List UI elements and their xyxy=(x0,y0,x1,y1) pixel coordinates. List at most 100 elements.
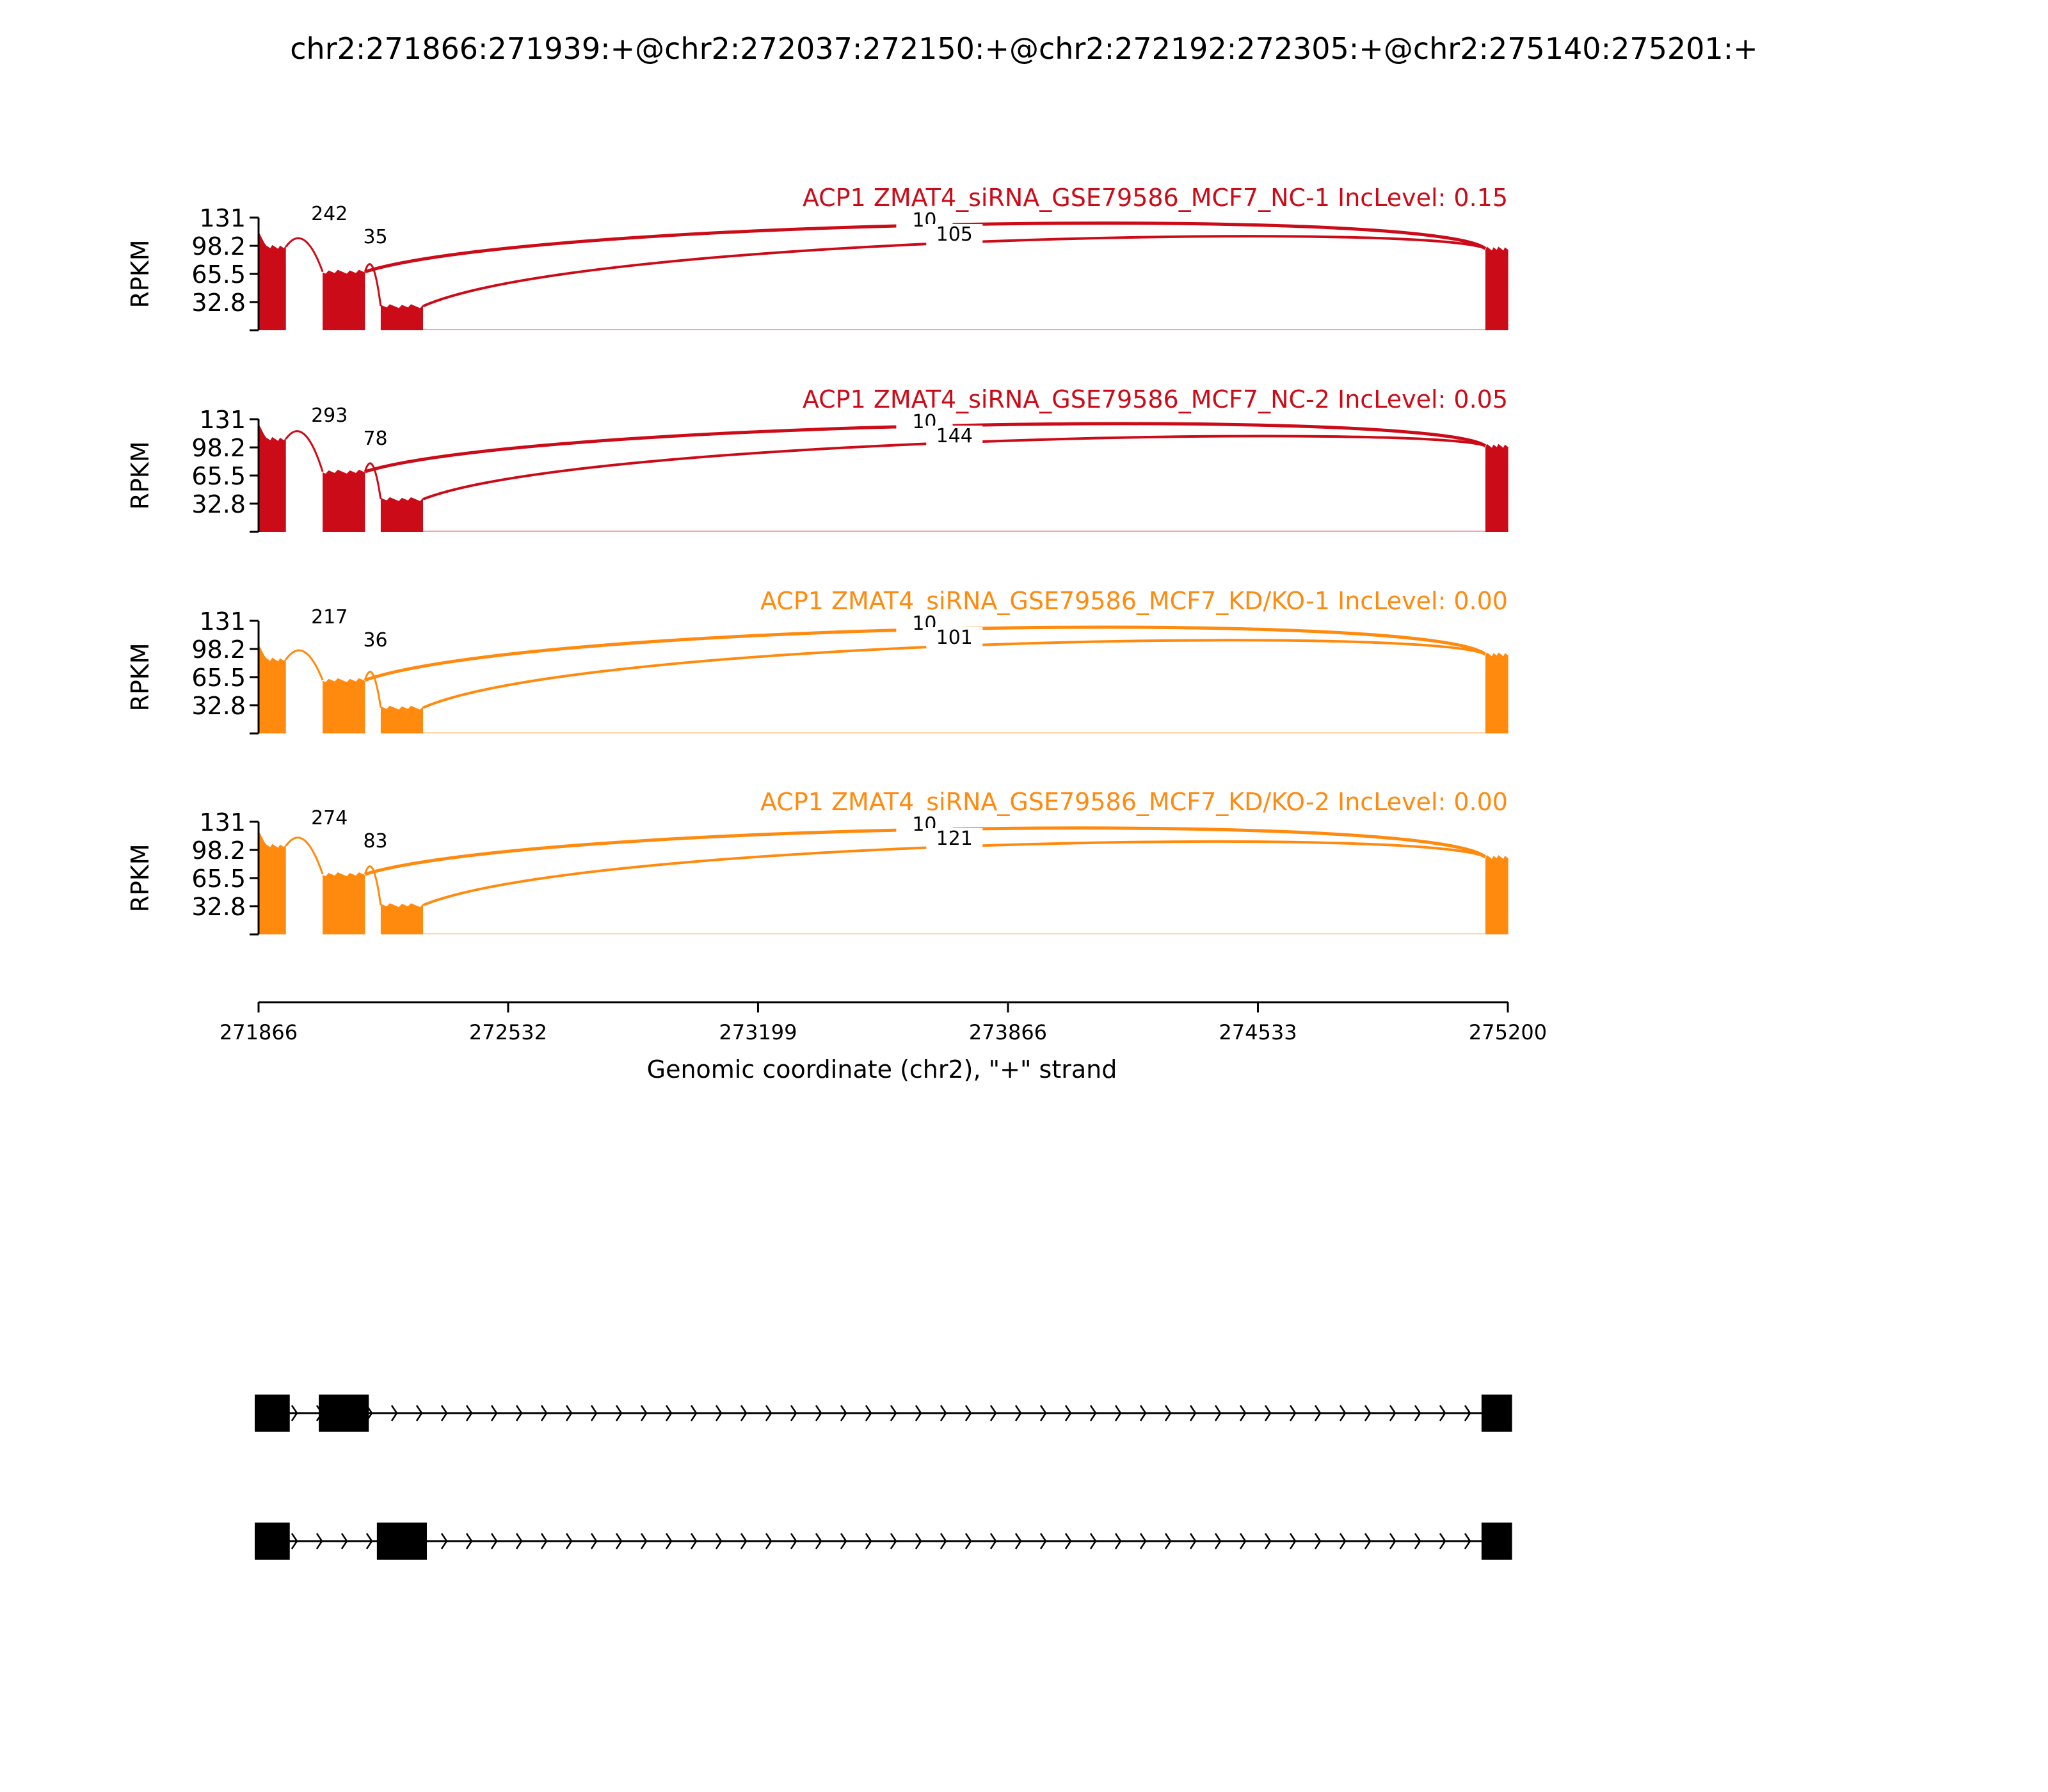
y-tick-label: 98.2 xyxy=(191,636,246,664)
y-tick-label: 131 xyxy=(199,607,246,636)
y-tick-label: 98.2 xyxy=(191,434,246,462)
strand-arrow xyxy=(665,1533,673,1549)
strand-arrow xyxy=(565,1533,573,1549)
y-tick-label: 65.5 xyxy=(191,462,246,490)
junction-label-box xyxy=(310,608,349,627)
junction-count: 83 xyxy=(363,830,387,852)
strand-arrow xyxy=(1214,1405,1222,1421)
strand-arrow xyxy=(415,1405,423,1421)
strand-arrow xyxy=(1164,1405,1172,1421)
y-tick-label: 131 xyxy=(199,808,246,836)
strand-arrow xyxy=(440,1405,448,1421)
coverage-bar xyxy=(259,231,286,330)
strand-arrow xyxy=(316,1533,323,1549)
strand-arrow xyxy=(1139,1405,1147,1421)
exon-block xyxy=(255,1523,290,1560)
strand-arrow xyxy=(765,1405,772,1421)
coverage-bar xyxy=(380,497,424,532)
x-axis-label: Genomic coordinate (chr2), "+" strand xyxy=(647,1055,1117,1084)
strand-arrow xyxy=(964,1533,972,1549)
junction-label-box xyxy=(356,429,395,449)
strand-arrow xyxy=(291,1533,298,1549)
junction-arc xyxy=(364,625,1487,682)
strand-arrow xyxy=(1089,1405,1097,1421)
exon-block xyxy=(255,1395,290,1432)
strand-arrow xyxy=(940,1405,947,1421)
strand-arrow xyxy=(1464,1533,1471,1549)
strand-arrow xyxy=(1239,1533,1247,1549)
coverage-bar xyxy=(380,304,424,330)
strand-arrow xyxy=(690,1405,698,1421)
strand-arrow xyxy=(490,1405,498,1421)
y-tick-label: 131 xyxy=(199,204,246,232)
junction-count: 36 xyxy=(363,629,387,652)
junction-count: 121 xyxy=(936,828,973,850)
coverage-bar xyxy=(380,705,424,733)
strand-arrow xyxy=(590,1405,598,1421)
junction-label-box xyxy=(926,828,983,850)
strand-arrow xyxy=(1114,1533,1122,1549)
y-tick-label: 32.8 xyxy=(191,490,246,518)
strand-arrow xyxy=(690,1533,698,1549)
strand-arrow xyxy=(1339,1533,1347,1549)
strand-arrow xyxy=(840,1533,847,1549)
strand-arrow xyxy=(640,1533,648,1549)
junction-label-box xyxy=(926,224,983,246)
y-tick-label: 65.5 xyxy=(191,664,246,692)
strand-arrow xyxy=(1014,1405,1022,1421)
strand-arrow xyxy=(1389,1533,1396,1549)
junction-count: 274 xyxy=(311,807,348,829)
junction-arc xyxy=(285,430,324,472)
strand-arrow xyxy=(1189,1533,1197,1549)
junction-count: 144 xyxy=(936,425,973,447)
strand-arrow xyxy=(865,1533,872,1549)
x-tick-label: 275200 xyxy=(1469,1020,1547,1044)
x-axis: 271866 272532 273199 273866 274533 275200 xyxy=(220,1001,1547,1044)
coverage-bar xyxy=(1485,855,1508,934)
strand-arrow xyxy=(1064,1533,1072,1549)
strand-arrow xyxy=(1364,1405,1372,1421)
strand-arrow xyxy=(1114,1405,1122,1421)
strand-arrow xyxy=(665,1405,673,1421)
strand-arrow xyxy=(1364,1533,1372,1549)
strand-arrow xyxy=(1389,1405,1396,1421)
y-tick-label: 131 xyxy=(199,406,246,434)
strand-arrow xyxy=(590,1533,598,1549)
junction-count: 35 xyxy=(363,226,387,248)
gene-structure xyxy=(255,1395,1512,1560)
strand-arrow xyxy=(1264,1533,1272,1549)
y-tick-label: 32.8 xyxy=(191,289,246,317)
strand-arrow xyxy=(390,1405,398,1421)
coverage-bar xyxy=(1485,246,1508,330)
junction-arc xyxy=(422,235,1486,308)
junction-label-box xyxy=(356,631,395,650)
strand-arrow xyxy=(465,1405,473,1421)
junction-arc xyxy=(364,422,1487,474)
strand-arrow xyxy=(915,1533,922,1549)
strand-arrow xyxy=(1314,1533,1322,1549)
strand-arrow xyxy=(565,1405,573,1421)
coverage-bar xyxy=(259,423,286,532)
coverage-bar xyxy=(323,872,365,934)
strand-arrow xyxy=(715,1405,723,1421)
junction-label-box xyxy=(310,406,349,426)
junction-count: 78 xyxy=(363,428,387,450)
junction-arc xyxy=(422,435,1486,500)
junction-label-box xyxy=(310,205,349,224)
strand-arrow xyxy=(1189,1405,1197,1421)
strand-arrow xyxy=(964,1405,972,1421)
y-tick-label: 32.8 xyxy=(191,692,246,720)
strand-arrow xyxy=(490,1533,498,1549)
strand-arrow xyxy=(1064,1405,1072,1421)
strand-arrow xyxy=(465,1533,473,1549)
coverage-bar xyxy=(259,644,286,733)
strand-arrow xyxy=(1264,1405,1272,1421)
strand-arrow xyxy=(940,1533,947,1549)
strand-arrow xyxy=(1414,1405,1421,1421)
junction-count: 293 xyxy=(311,404,348,427)
x-tick-label: 271866 xyxy=(220,1020,298,1044)
